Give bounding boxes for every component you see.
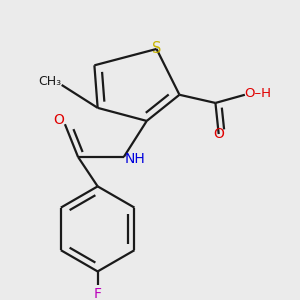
Text: S: S <box>152 41 161 56</box>
Text: NH: NH <box>125 152 146 166</box>
Text: F: F <box>94 287 102 300</box>
Text: O–H: O–H <box>244 87 271 100</box>
Text: O: O <box>213 127 224 141</box>
Text: O: O <box>54 113 64 127</box>
Text: CH₃: CH₃ <box>39 75 62 88</box>
